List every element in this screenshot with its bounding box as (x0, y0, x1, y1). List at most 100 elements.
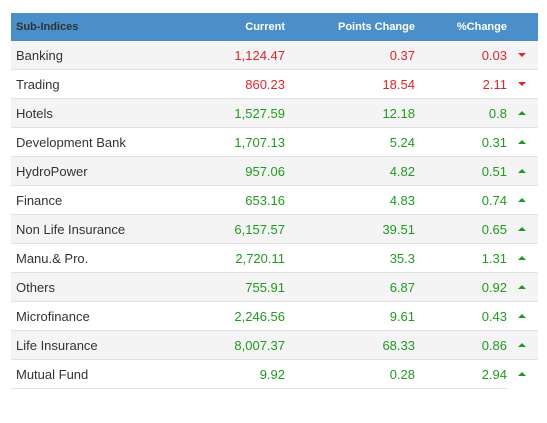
trend-cell (507, 359, 538, 389)
value-cell: 653.16 (161, 185, 285, 215)
table-row: Non Life Insurance 6,157.57 39.51 0.65 (11, 214, 538, 244)
value-cell: 18.54 (285, 69, 415, 99)
arrow-shape (518, 285, 526, 289)
value-cell: 4.82 (285, 156, 415, 186)
index-name: Non Life Insurance (11, 214, 161, 244)
trend-arrow (518, 285, 526, 289)
trend-arrow (518, 372, 526, 376)
sub-indices-table: Sub-Indices Current Points Change %Chang… (11, 13, 538, 389)
index-name: Others (11, 272, 161, 302)
table-row: Life Insurance 8,007.37 68.33 0.86 (11, 330, 538, 360)
value-cell: 5.24 (285, 127, 415, 157)
index-name: Hotels (11, 98, 161, 128)
index-name: Development Bank (11, 127, 161, 157)
arrow-shape (518, 256, 526, 260)
trend-cell (507, 156, 538, 186)
trend-arrow (518, 314, 526, 318)
value-cell: 1,527.59 (161, 98, 285, 128)
index-name: Trading (11, 69, 161, 99)
value-cell: 0.37 (285, 41, 415, 70)
value-cell: 8,007.37 (161, 330, 285, 360)
arrow-shape (518, 372, 526, 376)
trend-cell (507, 98, 538, 128)
value-cell: 860.23 (161, 69, 285, 99)
table-row: Microfinance 2,246.56 9.61 0.43 (11, 301, 538, 331)
arrow-shape (518, 82, 526, 86)
value-cell: 755.91 (161, 272, 285, 302)
index-name: Microfinance (11, 301, 161, 331)
value-cell: 0.51 (415, 156, 507, 186)
arrow-shape (518, 227, 526, 231)
table-row: Trading 860.23 18.54 2.11 (11, 69, 538, 99)
trend-arrow (518, 227, 526, 231)
value-cell: 957.06 (161, 156, 285, 186)
value-cell: 1,124.47 (161, 41, 285, 70)
table-body: Banking 1,124.47 0.37 0.03 Trading 860.23 18.5… (11, 41, 538, 389)
index-name: Life Insurance (11, 330, 161, 360)
arrow-shape (518, 198, 526, 202)
arrow-shape (518, 111, 526, 115)
value-cell: 0.86 (415, 330, 507, 360)
trend-cell (507, 243, 538, 273)
header-row: Sub-Indices Current Points Change %Chang… (11, 13, 538, 41)
value-cell: 9.61 (285, 301, 415, 331)
trend-arrow (518, 256, 526, 260)
trend-cell (507, 69, 538, 99)
trend-arrow (518, 111, 526, 115)
arrow-shape (518, 53, 526, 57)
index-name: Manu.& Pro. (11, 243, 161, 273)
header-cell: Points Change (285, 13, 415, 41)
arrow-shape (518, 314, 526, 318)
table-row: Development Bank 1,707.13 5.24 0.31 (11, 127, 538, 157)
value-cell: 2,720.11 (161, 243, 285, 273)
value-cell: 2.11 (415, 69, 507, 99)
trend-cell (507, 185, 538, 215)
table-row: Banking 1,124.47 0.37 0.03 (11, 41, 538, 70)
value-cell: 1,707.13 (161, 127, 285, 157)
sub-indices-panel: Sub-Indices Current Points Change %Chang… (11, 13, 538, 389)
value-cell: 0.03 (415, 41, 507, 70)
table-row: Others 755.91 6.87 0.92 (11, 272, 538, 302)
index-name: Mutual Fund (11, 359, 161, 389)
value-cell: 12.18 (285, 98, 415, 128)
value-cell: 2.94 (415, 359, 507, 389)
arrow-shape (518, 343, 526, 347)
header-cell: %Change (415, 13, 507, 41)
trend-arrow (518, 53, 526, 57)
header-cell: Current (161, 13, 285, 41)
trend-cell (507, 214, 538, 244)
trend-cell (507, 301, 538, 331)
trend-arrow (518, 82, 526, 86)
index-name: HydroPower (11, 156, 161, 186)
table-row: Finance 653.16 4.83 0.74 (11, 185, 538, 215)
value-cell: 6,157.57 (161, 214, 285, 244)
arrow-shape (518, 140, 526, 144)
table-row: Hotels 1,527.59 12.18 0.8 (11, 98, 538, 128)
value-cell: 1.31 (415, 243, 507, 273)
header-cell: Sub-Indices (11, 13, 161, 41)
index-name: Banking (11, 41, 161, 70)
value-cell: 0.8 (415, 98, 507, 128)
value-cell: 2,246.56 (161, 301, 285, 331)
trend-cell (507, 330, 538, 360)
value-cell: 0.74 (415, 185, 507, 215)
value-cell: 0.31 (415, 127, 507, 157)
value-cell: 35.3 (285, 243, 415, 273)
value-cell: 0.65 (415, 214, 507, 244)
value-cell: 0.43 (415, 301, 507, 331)
table-row: Mutual Fund 9.92 0.28 2.94 (11, 359, 538, 389)
trend-arrow (518, 343, 526, 347)
index-name: Finance (11, 185, 161, 215)
value-cell: 39.51 (285, 214, 415, 244)
value-cell: 0.28 (285, 359, 415, 389)
value-cell: 9.92 (161, 359, 285, 389)
header-cell (507, 13, 538, 41)
trend-arrow (518, 198, 526, 202)
value-cell: 6.87 (285, 272, 415, 302)
trend-cell (507, 272, 538, 302)
trend-cell (507, 41, 538, 70)
table-row: Manu.& Pro. 2,720.11 35.3 1.31 (11, 243, 538, 273)
table-row: HydroPower 957.06 4.82 0.51 (11, 156, 538, 186)
value-cell: 68.33 (285, 330, 415, 360)
